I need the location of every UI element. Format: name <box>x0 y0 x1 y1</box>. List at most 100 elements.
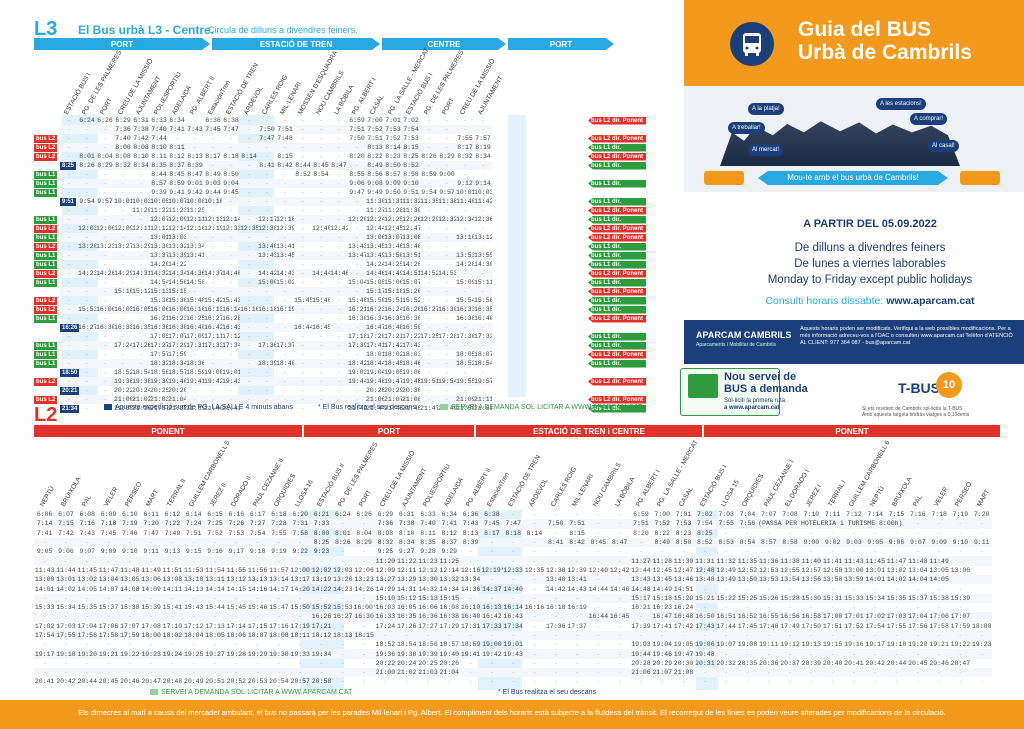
time-cell: 18:54 <box>132 369 150 376</box>
time-cell: - <box>337 306 341 313</box>
time-cell: 9:29 <box>441 548 458 556</box>
time-cell: - <box>301 396 305 403</box>
time-cell: 8:15 <box>277 153 293 160</box>
time-cell: - <box>702 585 707 593</box>
stop-column: VELER <box>928 444 950 508</box>
time-cell: 16:34 <box>366 315 384 322</box>
time-cell: 16:23 <box>652 604 673 612</box>
time-cell: - <box>427 396 431 403</box>
time-cell: - <box>355 324 359 331</box>
time-cell: 16:50 <box>402 324 420 331</box>
time-cell: 12:17 <box>258 216 276 223</box>
time-cell: - <box>362 678 367 686</box>
time-cell: - <box>553 641 558 649</box>
row-direction-label: bus L2 dir. Ponent <box>588 206 646 215</box>
time-cell: - <box>276 641 281 649</box>
time-cell: 11:48 <box>908 557 928 565</box>
stop-column: PG. ALBERT I <box>630 444 662 508</box>
stop-column: JEREZ I <box>801 444 823 508</box>
days-spanish: De lunes a viernes laborables <box>794 258 946 270</box>
time-cell: 12:47 <box>673 566 694 574</box>
time-cell: - <box>851 669 856 677</box>
time-cell: - <box>247 117 251 124</box>
time-cell: 16:16 <box>240 306 258 313</box>
aparcam-banner <box>684 320 1024 364</box>
time-cell: - <box>247 135 251 142</box>
time-cell: - <box>85 369 89 376</box>
time-cell: - <box>958 678 963 686</box>
time-cell: - <box>229 144 233 151</box>
stop-column: ARDÈVOL <box>524 444 550 508</box>
time-cell: - <box>937 650 942 658</box>
time-cell: 9:50 <box>385 189 401 196</box>
time-cell: 17:58 <box>929 622 949 630</box>
time-cell: - <box>830 669 835 677</box>
time-cell: 16:33 <box>114 324 132 331</box>
time-cell: 18:05 <box>456 351 474 358</box>
time-cell: - <box>447 632 452 639</box>
time-cell: 13:06 <box>366 234 384 241</box>
time-cell: 6:38 <box>223 117 239 124</box>
stop-column: BRÚIXOLA <box>55 444 82 508</box>
time-cell: 16:36 <box>150 324 168 331</box>
time-cell: 13:56 <box>801 576 822 584</box>
time-cell: - <box>766 650 771 658</box>
time-cell: 8:39 <box>462 539 479 547</box>
bubble-mercat: Al mercat! <box>748 144 784 156</box>
time-cell: - <box>67 153 71 160</box>
time-cell: - <box>319 279 323 286</box>
time-cell: - <box>427 297 431 304</box>
time-cell: - <box>265 351 269 358</box>
table-row: -13:20 13:23 13:27 13:29 13:30 13:32 13:34- - -1… <box>60 242 492 251</box>
row-line-label: bus L1 <box>34 188 58 197</box>
time-cell: - <box>319 126 323 133</box>
time-cell: - <box>337 279 341 286</box>
time-cell: 9:22 <box>292 548 309 556</box>
time-cell: 11:22 <box>396 557 417 565</box>
time-cell: - <box>427 135 431 142</box>
time-cell: 15:47 <box>269 604 289 612</box>
time-cell: 8:12 <box>169 153 185 160</box>
time-cell: - <box>213 669 217 677</box>
time-cell: - <box>445 279 449 286</box>
time-cell: 7:50 <box>259 126 275 133</box>
time-cell: - <box>139 180 143 187</box>
time-cell: - <box>532 632 537 639</box>
row-line-label: bus L2 <box>34 224 58 233</box>
consult-link[interactable]: www.aparcam.cat <box>886 295 975 307</box>
time-cell: 8:17 <box>457 144 473 151</box>
stop-column: ESTACIÓ DE TREN <box>503 444 542 508</box>
time-cell: - <box>319 198 323 205</box>
days-english: Monday to Friday except public holidays <box>767 274 973 286</box>
time-cell: 12:25 <box>384 216 402 223</box>
time-cell: 15:43 <box>222 297 240 304</box>
time-cell: 16:10 <box>186 306 204 313</box>
on-demand-link[interactable]: a www.aparcam.cat <box>724 405 780 411</box>
time-cell: - <box>639 613 643 621</box>
time-cell: 12:07 <box>150 216 168 223</box>
time-cell: 14:34 <box>168 270 186 277</box>
time-cell: - <box>724 650 729 658</box>
time-cell: 14:37 <box>204 270 222 277</box>
time-cell: - <box>596 659 601 667</box>
time-cell: 15:45 <box>294 297 312 304</box>
time-cell: 14:01 <box>865 576 885 584</box>
time-cell: 19:18 <box>886 641 907 649</box>
table-row: 13:00 13:01 13:02 13:04 13:05 13:06 13:08 13:10… <box>34 575 993 585</box>
time-cell: 12:44 <box>366 225 384 232</box>
time-cell: 20:26 <box>439 659 460 667</box>
time-cell: - <box>63 557 68 565</box>
time-cell: 21:07 <box>384 396 402 403</box>
time-cell: - <box>340 557 345 565</box>
stop-column: ADELAIDA <box>168 52 193 116</box>
time-cell: - <box>247 297 251 304</box>
time-cell: - <box>340 669 345 677</box>
time-cell: - <box>193 234 197 241</box>
time-cell: - <box>319 180 323 187</box>
stop-column: PAL <box>77 444 98 508</box>
time-cell: - <box>362 594 367 602</box>
time-cell: 18:59 <box>460 641 481 649</box>
time-cell: 14:44 <box>588 585 609 593</box>
time-cell: - <box>873 548 878 556</box>
row-line-label: bus L1 <box>34 260 58 269</box>
